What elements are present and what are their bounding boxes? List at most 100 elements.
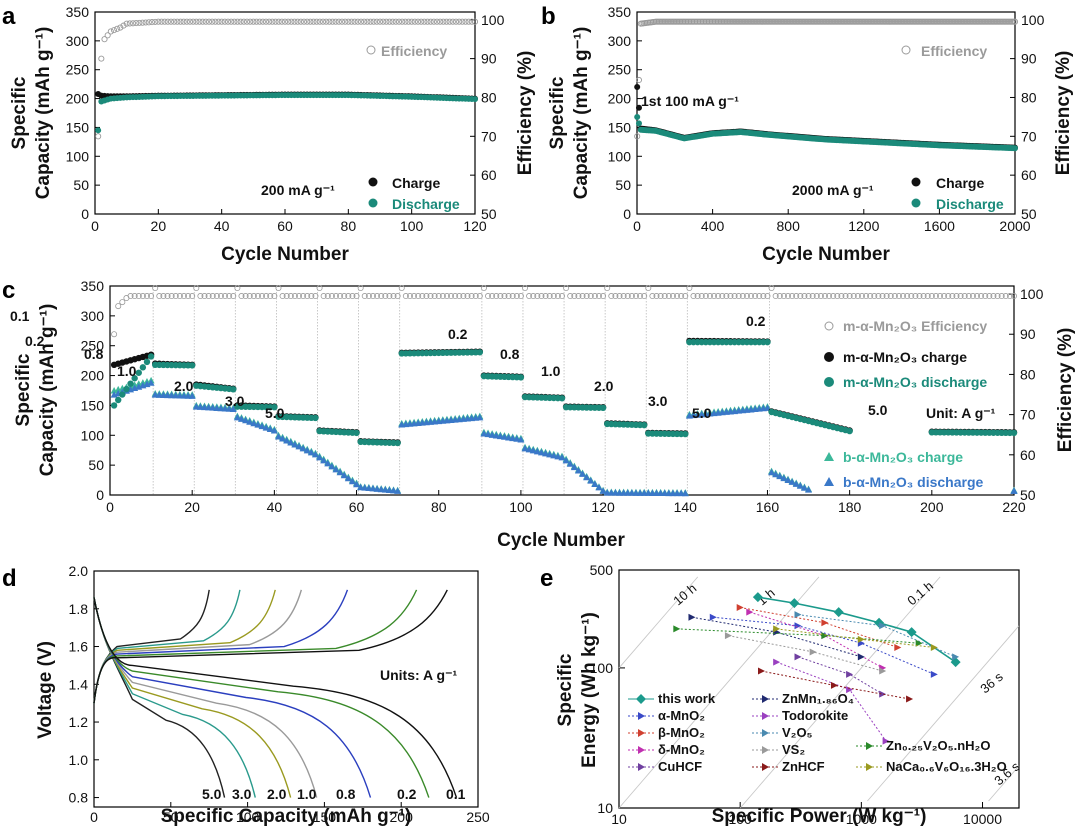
panel-c-m-discharge-point	[143, 358, 151, 366]
panel-a-eff-point	[231, 18, 238, 25]
panel-c-eff-point	[550, 293, 557, 300]
panel-c-eff-point	[595, 293, 602, 300]
panel-a-ylabel-2: Capacity (mAh g⁻¹)	[33, 27, 54, 200]
panel-a-eff-point	[468, 18, 475, 25]
panel-c-eff-point	[382, 293, 389, 300]
panel-c-eff-point	[768, 285, 775, 292]
panel-a-eff-point	[383, 18, 390, 25]
panel-e-legend-label: ZnHCF	[782, 759, 825, 774]
panel-a-eff-point	[462, 18, 469, 25]
panel-c-eff-point	[1002, 293, 1009, 300]
panel-d-xtick-label: 100	[236, 809, 260, 825]
panel-c-eff-point	[863, 293, 870, 300]
panel-a-eff-point	[136, 19, 143, 26]
panel-a-eff-point	[120, 22, 127, 29]
panel-c-eff-point	[735, 293, 742, 300]
panel-e-series-line	[740, 606, 898, 648]
panel-c-eff-point	[365, 293, 372, 300]
panel-c-b-discharge-point	[537, 448, 545, 456]
panel-b-xtick-label: 800	[777, 218, 801, 234]
panel-c-eff-point	[143, 293, 150, 300]
panel-e-point	[833, 607, 844, 618]
panel-a-xtick-label: 100	[400, 218, 424, 234]
panel-c-m-discharge-point	[764, 338, 771, 346]
panel-c-eff-point	[776, 293, 783, 300]
panel-c-eff-point	[698, 293, 705, 300]
panel-c-xtick-label: 0	[106, 499, 114, 515]
panel-e-legend-marker	[866, 742, 873, 750]
panel-c-b-discharge-point	[521, 444, 529, 452]
panel-c-y2tick-label: 70	[1020, 407, 1036, 423]
panel-c-xtick-label: 40	[267, 499, 283, 515]
panel-c-m-discharge-point	[682, 430, 689, 438]
panel-a-xlabel: Cycle Number	[221, 244, 349, 265]
panel-a-eff-point	[177, 18, 184, 25]
panel-c-b-discharge-point	[595, 483, 603, 491]
panel-d-discharge-curve	[93, 597, 372, 798]
panel-b-y2tick-label: 60	[1021, 167, 1037, 183]
panel-c-eff-point	[665, 293, 672, 300]
panel-a-eff-point	[456, 18, 463, 25]
panel-c-eff-point	[834, 293, 841, 300]
panel-a-eff-point	[253, 18, 260, 25]
panel-e-legend-marker	[762, 712, 769, 720]
panel-e-legend-label: β-MnO₂	[658, 725, 705, 740]
panel-c-eff-point	[189, 293, 196, 300]
panel-a-ytick-label: 150	[66, 119, 90, 135]
panel-c-xtick-label: 200	[920, 499, 944, 515]
panel-e-time-line	[618, 576, 699, 669]
panel-c-legend-3: b-α-Mn₂O₃ charge	[843, 449, 963, 465]
panel-e-time-line	[988, 765, 1020, 802]
panel-c-legend-4-marker	[824, 477, 834, 486]
panel-c-eff-point	[600, 293, 607, 300]
panel-c-rate-label: 2.0	[174, 378, 194, 394]
panel-e-point	[846, 686, 854, 694]
panel-a-legend-discharge: Discharge	[392, 196, 460, 212]
panel-c-eff-point	[139, 293, 146, 300]
panel-e-point	[821, 632, 829, 640]
panel-c-eff-point	[419, 293, 426, 300]
panel-e-ylabel-2: Energy (Wh kg⁻¹)	[579, 612, 600, 768]
panel-a-eff-point	[167, 18, 175, 25]
panel-a-eff-point	[433, 18, 441, 25]
panel-e-legend-label: NaCa₀.₆V₆O₁₆.3H₂O	[886, 759, 1007, 774]
panel-e-legend-label: VS₂	[782, 742, 805, 757]
panel-a-eff-point	[297, 18, 304, 25]
panel-e-legend-marker	[638, 746, 645, 754]
panel-c-eff-point	[674, 293, 681, 300]
panel-c-eff-point	[411, 293, 418, 300]
panel-c-eff-point	[374, 293, 381, 300]
panel-b-ytick-label: 0	[623, 206, 631, 222]
panel-c-eff-point	[197, 293, 204, 300]
panel-c-xtick-label: 100	[509, 499, 533, 515]
panel-c-eff-point	[291, 293, 298, 300]
panel-d-ytick-label: 1.4	[69, 676, 89, 692]
panel-e-legend-label: V₂O₅	[782, 725, 813, 740]
panel-d-charge-curve	[93, 589, 210, 704]
panel-c-legend-2-marker	[824, 377, 834, 387]
panel-c-eff-point	[509, 293, 516, 300]
panel-c-m-discharge-point	[123, 385, 130, 393]
panel-c-eff-point	[378, 293, 385, 300]
panel-c-m-discharge-point	[119, 391, 126, 398]
panel-a-eff-point	[234, 18, 241, 25]
panel-a-ytick-label: 200	[66, 91, 90, 107]
panel-b-legend-discharge-marker	[911, 198, 921, 208]
panel-c-b-discharge-point	[480, 429, 488, 437]
panel-a-eff-point	[215, 18, 222, 25]
panel-c-eff-point	[489, 293, 496, 300]
panel-c-b-discharge-point	[570, 463, 578, 471]
panel-a-eff-point	[411, 18, 418, 25]
panel-c-ytick-label: 200	[81, 368, 105, 384]
panel-c-eff-point	[554, 293, 561, 300]
panel-b-discharge-point	[634, 114, 641, 121]
panel-c-eff-point	[657, 293, 664, 300]
panel-c-eff-point	[854, 293, 861, 300]
panel-d-xtick-label: 250	[466, 809, 490, 825]
panel-c-eff-point	[879, 293, 886, 300]
panel-e-legend-marker	[762, 763, 769, 771]
panel-c-eff-point	[727, 293, 734, 300]
panel-c-b-discharge-point	[274, 432, 282, 440]
panel-b-xtick-label: 2000	[999, 218, 1030, 234]
panel-c-ytick-label: 100	[81, 427, 105, 443]
